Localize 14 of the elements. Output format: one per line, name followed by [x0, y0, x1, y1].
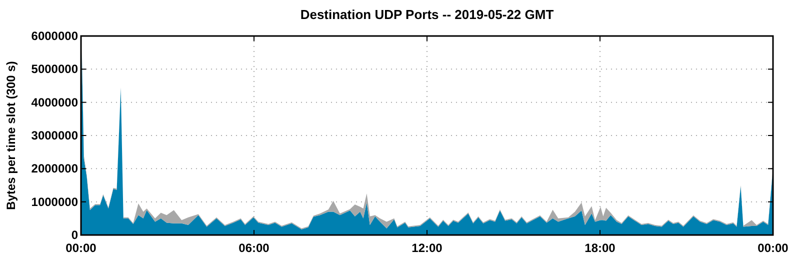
y-tick-label: 6000000: [31, 29, 78, 43]
x-tick-label: 12:00: [412, 241, 443, 255]
x-tick-label: 00:00: [758, 241, 789, 255]
chart-title: Destination UDP Ports -- 2019-05-22 GMT: [300, 7, 554, 22]
x-tick-label: 00:00: [66, 241, 97, 255]
y-tick-label: 3000000: [31, 128, 78, 142]
y-tick-label: 4000000: [31, 95, 78, 110]
y-tick-label: 0: [71, 228, 78, 242]
x-tick-label: 18:00: [584, 241, 616, 255]
y-axis-title: Bytes per time slot (300 s): [4, 61, 18, 210]
y-tick-label: 2000000: [31, 162, 78, 176]
x-tick-label: 06:00: [238, 241, 270, 255]
y-tick-label: 5000000: [31, 62, 78, 76]
y-tick-label: 1000000: [31, 194, 78, 209]
